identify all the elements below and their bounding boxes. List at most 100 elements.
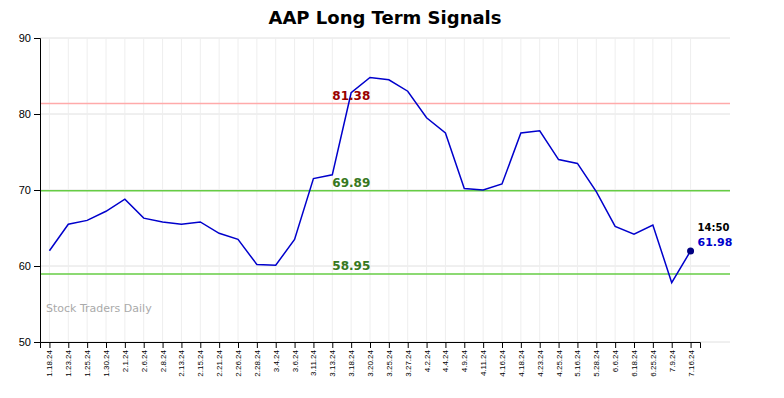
- watermark: Stock Traders Daily: [46, 302, 152, 315]
- x-tick-mark: [313, 342, 314, 348]
- x-tick-mark: [634, 342, 635, 348]
- x-tick-label: 2.28.24: [253, 349, 262, 376]
- x-tick-label: 2.26.24: [234, 349, 243, 376]
- x-tick: 1.30.24: [102, 342, 111, 377]
- x-tick-label: 2.1.24: [121, 349, 130, 372]
- x-tick-mark: [615, 342, 616, 348]
- grid-line-x: [671, 38, 672, 342]
- x-tick-label: 2.15.24: [196, 349, 205, 376]
- grid-line-x: [634, 38, 635, 342]
- grid-line-x: [558, 38, 559, 342]
- grid-line-x: [520, 38, 521, 342]
- x-tick-mark: [483, 342, 484, 348]
- x-tick-mark: [691, 342, 692, 348]
- x-tick-label: 7.9.24: [668, 349, 677, 372]
- x-tick-label: 2.6.24: [140, 349, 149, 372]
- x-tick: 2.21.24: [215, 342, 224, 377]
- grid-line-x: [294, 38, 295, 342]
- last-time: 14:50: [698, 222, 730, 233]
- x-tick: 1.25.24: [83, 342, 92, 377]
- x-tick: 3.11.24: [309, 342, 318, 376]
- x-tick-mark: [540, 342, 541, 348]
- grid-line-x: [143, 38, 144, 342]
- reference-label: 58.95: [332, 259, 370, 273]
- x-tick-mark: [445, 342, 446, 348]
- x-tick: 3.4.24: [272, 342, 281, 372]
- plot: 50607080901.18.241.23.241.25.241.30.242.…: [19, 32, 733, 377]
- x-tick-mark: [577, 342, 578, 348]
- x-tick-label: 3.20.24: [366, 349, 375, 376]
- x-tick-mark: [408, 342, 409, 348]
- x-tick: 4.25.24: [555, 342, 564, 377]
- x-tick: 3.13.24: [328, 342, 337, 377]
- x-tick-mark: [238, 342, 239, 348]
- x-tick: 6.6.24: [611, 342, 620, 372]
- grid-line-x: [690, 38, 691, 342]
- y-tick-mark: [34, 38, 40, 39]
- x-tick: 4.16.24: [498, 342, 507, 377]
- x-tick-mark: [596, 342, 597, 348]
- x-tick-mark: [351, 342, 352, 348]
- x-tick-mark: [144, 342, 145, 348]
- grid-line-x: [445, 38, 446, 342]
- grid-line-x: [313, 38, 314, 342]
- x-tick-mark: [389, 342, 390, 348]
- x-tick-mark: [49, 342, 50, 348]
- y-tick-label: 80: [19, 108, 31, 120]
- x-tick: 3.25.24: [385, 342, 394, 377]
- x-tick-label: 5.16.24: [573, 349, 582, 376]
- x-tick: 2.1.24: [121, 342, 130, 372]
- grid-line-x: [388, 38, 389, 342]
- x-tick: 4.9.24: [460, 342, 469, 372]
- x-tick-mark: [653, 342, 654, 348]
- grid-line-x: [124, 38, 125, 342]
- grid-line-x: [407, 38, 408, 342]
- last-point: [687, 247, 694, 254]
- x-tick-mark: [370, 342, 371, 348]
- y-tick-label: 60: [19, 260, 31, 272]
- x-tick-label: 4.23.24: [536, 349, 545, 376]
- x-axis: 1.18.241.23.241.25.241.30.242.1.242.6.24…: [41, 342, 701, 377]
- grid-line-x: [464, 38, 465, 342]
- x-tick: 4.18.24: [517, 342, 526, 377]
- x-tick-mark: [502, 342, 503, 348]
- x-tick-label: 1.30.24: [102, 349, 111, 376]
- grid-line-x: [68, 38, 69, 342]
- x-tick-label: 4.18.24: [517, 349, 526, 376]
- x-tick-label: 3.18.24: [347, 349, 356, 376]
- grid-line-x: [502, 38, 503, 342]
- y-axis: 5060708090: [19, 32, 41, 348]
- grid-line-x: [162, 38, 163, 342]
- x-tick-label: 4.2.24: [423, 349, 432, 372]
- y-tick-mark: [34, 114, 40, 115]
- x-tick: 2.28.24: [253, 342, 262, 377]
- x-tick: 2.15.24: [196, 342, 205, 377]
- x-tick: 4.2.24: [423, 342, 432, 372]
- x-tick-label: 2.8.24: [159, 349, 168, 372]
- y-tick-mark: [34, 190, 40, 191]
- grid-line-x: [181, 38, 182, 342]
- x-tick-label: 3.25.24: [385, 349, 394, 376]
- x-tick-label: 4.25.24: [555, 349, 564, 376]
- x-tick-mark: [163, 342, 164, 348]
- y-tick: 90: [19, 32, 40, 44]
- x-tick-mark: [672, 342, 673, 348]
- y-tick-label: 70: [19, 184, 31, 196]
- reference-line: [40, 103, 730, 105]
- x-tick-mark: [295, 342, 296, 348]
- chart: 50607080901.18.241.23.241.25.241.30.242.…: [0, 0, 784, 398]
- y-tick: 70: [19, 184, 40, 196]
- x-tick-label: 3.6.24: [291, 349, 300, 372]
- y-tick-mark: [34, 342, 40, 343]
- reference-label: 81.38: [332, 89, 370, 103]
- x-tick: 3.20.24: [366, 342, 375, 377]
- x-tick-mark: [464, 342, 465, 348]
- x-tick-mark: [219, 342, 220, 348]
- x-tick-mark: [200, 342, 201, 348]
- x-tick: 2.8.24: [159, 342, 168, 372]
- grid-line-x: [426, 38, 427, 342]
- reference-line: [40, 190, 730, 192]
- x-tick: 6.18.24: [630, 342, 639, 377]
- y-tick-mark: [34, 266, 40, 267]
- x-tick-label: 3.27.24: [404, 349, 413, 376]
